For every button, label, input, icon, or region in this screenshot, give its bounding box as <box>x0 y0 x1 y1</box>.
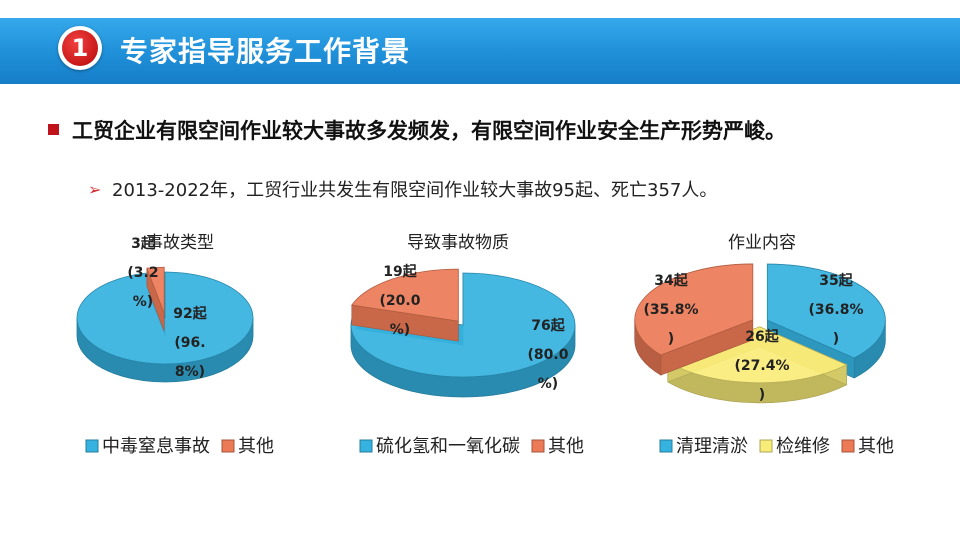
legend-swatch-3-2 <box>759 439 773 453</box>
section-number-badge: 1 <box>58 26 102 70</box>
legend-swatch-3-1 <box>659 439 673 453</box>
data-label-2-2: 19起(20.0%) <box>380 263 421 338</box>
data-label-1-1: 92起(96. 8%) <box>173 305 207 380</box>
legend-swatch-1-2 <box>221 439 235 453</box>
chart-title-2: 导致事故物质 <box>407 233 509 253</box>
arrow-bullet-icon: ➢ <box>88 180 102 199</box>
sub-bullet: 2013-2022年，工贸行业共发生有限空间作业较大事故95起、死亡357人。 <box>112 180 718 201</box>
chart-title-3: 作业内容 <box>728 233 796 253</box>
legend-label-2-2: 其他 <box>548 436 584 457</box>
data-label-3-1: 35起(36.8%) <box>809 272 864 347</box>
pie-chart-1: 事故类型 92起(96. 8%) 3起(3.2 %) 中毒窒息事故 其他 <box>76 233 274 457</box>
pie-chart-2: 导致事故物质 76起(80.0 %) 19起(20.0 %) 硫化氢和一氧化碳 其他 <box>350 233 584 457</box>
legend-label-3-2: 检维修 <box>776 436 830 457</box>
legend-swatch-2-2 <box>531 439 545 453</box>
legend-label-1-2: 其他 <box>238 436 274 457</box>
main-bullet: 工贸企业有限空间作业较大事故多发频发，有限空间作业安全生产形势严峻。 <box>72 119 786 143</box>
pie-chart-3: 作业内容 35起(36.8%) 26起(27.4%) 34起(35.8%) 清理清淤 检维… <box>634 233 894 457</box>
data-label-3-2: 26起(27.4%) <box>735 328 790 403</box>
pie-slice-1-1 <box>76 271 254 383</box>
section-number: 1 <box>62 30 98 66</box>
data-label-3-3: 34起(35.8%) <box>644 272 699 347</box>
legend-swatch-3-3 <box>841 439 855 453</box>
data-label-1-2: 3起(3.2%) <box>127 235 158 310</box>
pie-slice-1-2 <box>146 266 165 332</box>
page-title: 专家指导服务工作背景 <box>120 35 411 68</box>
legend-label-2-1: 硫化氢和一氧化碳 <box>376 436 520 457</box>
pie-slice-3-3 <box>634 263 754 376</box>
title-bar <box>0 18 960 84</box>
legend-swatch-1-1 <box>85 439 99 453</box>
legend-label-1-1: 中毒窒息事故 <box>102 436 210 457</box>
bullet-square-icon <box>48 124 59 135</box>
pie-slice-2-2 <box>351 268 459 342</box>
data-label-2-1: 76起(80.0%) <box>528 317 569 392</box>
legend-label-3-3: 其他 <box>858 436 894 457</box>
legend-label-3-1: 清理清淤 <box>676 436 748 457</box>
chart-title-1: 事故类型 <box>146 233 214 253</box>
legend-swatch-2-1 <box>359 439 373 453</box>
